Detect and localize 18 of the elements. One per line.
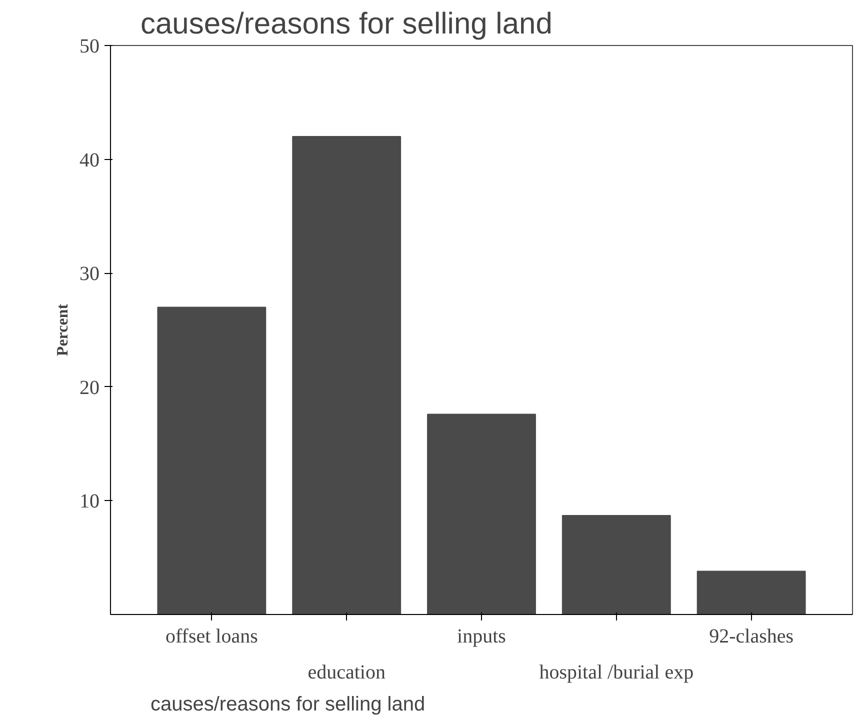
bar <box>696 570 806 614</box>
y-tick-label: 30 <box>80 263 100 286</box>
bar <box>562 514 671 614</box>
chart-title: causes/reasons for selling land <box>140 8 552 40</box>
y-tick-label: 40 <box>80 149 100 172</box>
x-tick-label: education <box>308 662 386 684</box>
x-tick-label: inputs <box>457 626 506 648</box>
y-axis-title: Percent <box>54 303 72 356</box>
y-tick-label: 20 <box>80 376 100 399</box>
y-tick-label: 50 <box>80 36 100 58</box>
x-tick-label: hospital /burial exp <box>539 662 694 684</box>
y-tick-label: 10 <box>80 490 100 513</box>
x-axis-title: causes/reasons for selling land <box>150 694 426 716</box>
x-tick-label: 92-clashes <box>709 626 794 648</box>
x-tick-label: offset loans <box>165 626 258 648</box>
bar <box>427 414 536 614</box>
bar <box>292 136 402 614</box>
bar <box>157 306 266 614</box>
